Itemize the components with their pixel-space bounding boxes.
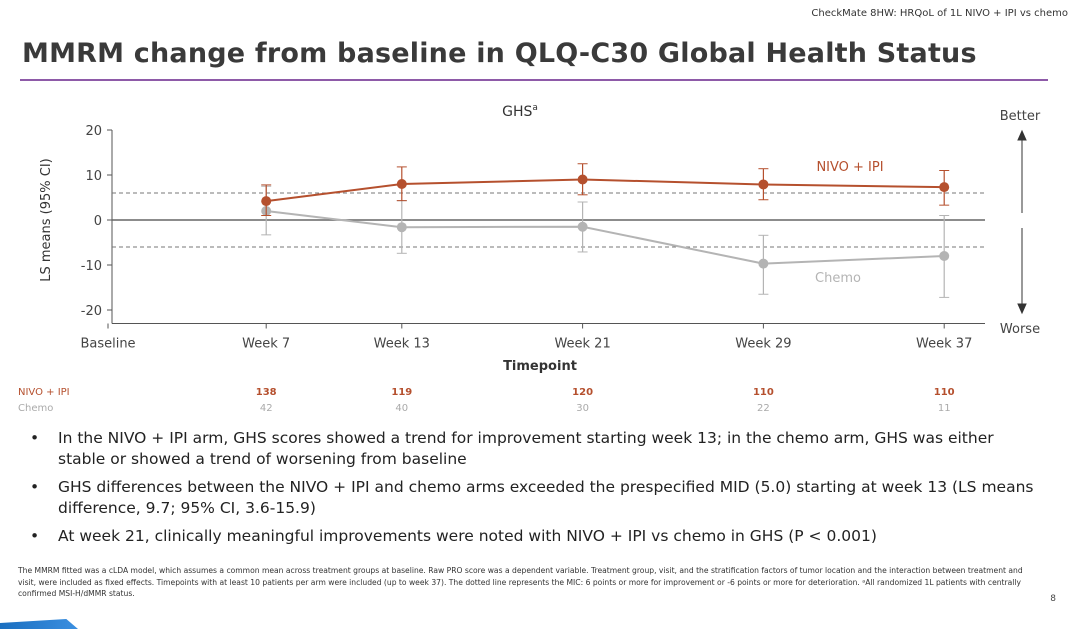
x-tick-label: Baseline	[80, 337, 135, 352]
n-label-chemo: Chemo	[18, 403, 53, 414]
patient-count: 40	[395, 403, 408, 414]
y-tick-label: -10	[81, 259, 102, 274]
y-axis-label: LS means (95% CI)	[39, 158, 54, 281]
data-point	[939, 251, 950, 261]
y-tick-label: 10	[85, 169, 102, 184]
better-label: Better	[1000, 109, 1041, 124]
y-tick-label: 0	[94, 214, 102, 229]
footnote: The MMRM fitted was a cLDA model, which …	[18, 566, 1023, 598]
worse-arrow	[1017, 228, 1027, 315]
brand-shape	[0, 619, 78, 629]
ghs-chart: GHSa LS means (95% CI) Timepoint 20 10 0 -1…	[18, 103, 1041, 414]
x-tick-label: Week 7	[242, 337, 290, 352]
series-line-nivo-ipi	[266, 178, 945, 203]
bullet-item: • At week 21, clinically meaningful impro…	[30, 527, 877, 545]
x-tick-label: Week 21	[554, 337, 610, 352]
legend-chemo: Chemo	[815, 271, 861, 286]
data-point	[758, 179, 769, 190]
patient-count: 30	[576, 403, 589, 414]
data-point	[577, 221, 588, 232]
data-point	[577, 174, 588, 185]
legend-nivo-ipi: NIVO + IPI	[816, 160, 883, 175]
patient-count: 119	[391, 387, 412, 398]
better-arrow	[1017, 129, 1027, 213]
patient-count: 120	[572, 387, 593, 398]
data-point	[758, 258, 769, 269]
patient-count: 11	[938, 403, 951, 414]
x-axis-label: Timepoint	[503, 359, 577, 374]
chart-title: GHSa	[502, 103, 538, 120]
patient-count: 22	[757, 403, 770, 414]
x-tick-label: Week 13	[374, 337, 430, 352]
data-point	[939, 182, 950, 193]
patient-count: 110	[753, 387, 774, 398]
key-findings-list: • In the NIVO + IPI arm, GHS scores showe…	[30, 428, 1040, 554]
slide-title: MMRM change from baseline in QLQ-C30 Glo…	[22, 38, 977, 69]
header-note: CheckMate 8HW: HRQoL of 1L NIVO + IPI vs…	[811, 8, 1068, 19]
bullet-item: • In the NIVO + IPI arm, GHS scores showe…	[30, 429, 994, 468]
data-point	[261, 196, 272, 207]
y-tick-label: -20	[81, 304, 102, 319]
worse-label: Worse	[1000, 322, 1040, 337]
data-point	[396, 179, 407, 189]
x-tick-label: Week 37	[916, 337, 972, 352]
patient-count: 42	[260, 403, 273, 414]
bullet-item: • GHS differences between the NIVO + IPI …	[30, 478, 1034, 517]
data-point	[396, 222, 407, 233]
series-line-chemo	[266, 210, 945, 265]
x-tick-label: Week 29	[735, 337, 791, 352]
n-label-nivo-ipi: NIVO + IPI	[18, 387, 70, 398]
patient-count: 110	[934, 387, 955, 398]
page-number: 8	[1050, 594, 1056, 604]
patient-count: 138	[256, 387, 277, 398]
title-divider	[20, 79, 1048, 81]
y-tick-label: 20	[85, 124, 102, 139]
